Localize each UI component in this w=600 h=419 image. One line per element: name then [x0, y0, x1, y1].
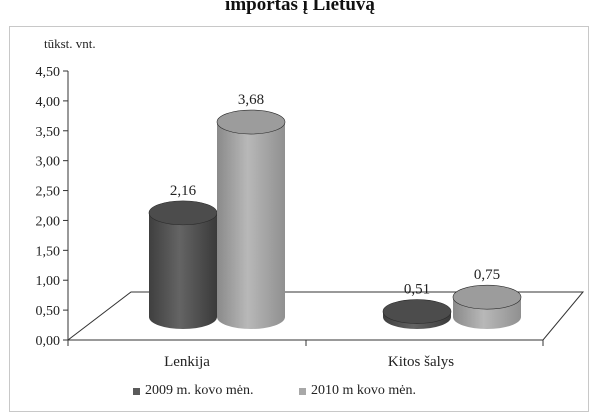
- bar-top-cap: [382, 299, 452, 324]
- data-label: 0,75: [474, 267, 500, 283]
- y-tick-label: 3,50: [36, 125, 61, 140]
- y-tick-label: 0,50: [36, 304, 61, 319]
- bar-top-cap: [452, 284, 522, 310]
- data-label: 2,16: [170, 183, 197, 199]
- bar-top-cap: [216, 109, 286, 135]
- legend-item-series-2: 2010 m kovo mėn.: [299, 382, 416, 400]
- chart-floor: [66, 291, 585, 341]
- x-category-label: Kitos šalys: [388, 354, 454, 370]
- y-tick-label: 2,50: [36, 185, 61, 200]
- y-tick-label: 1,50: [36, 244, 61, 259]
- data-label: 3,68: [238, 92, 264, 108]
- y-tick-label: 1,00: [36, 274, 61, 289]
- bar-lenkija-series-2: [217, 122, 285, 329]
- legend-label-series-1: 2009 m. kovo mėn.: [145, 383, 254, 398]
- y-tick-label: 3,00: [36, 155, 61, 170]
- y-axis-unit-label: tūkst. vnt.: [44, 36, 96, 51]
- y-tick-label: 4,50: [36, 65, 61, 80]
- x-category-label: Lenkija: [164, 354, 210, 370]
- bar-lenkija-series-1: [149, 212, 217, 329]
- y-tick-label: 4,00: [36, 95, 61, 110]
- legend-swatch-series-1: [133, 387, 140, 395]
- data-label: 0,51: [404, 282, 430, 298]
- y-tick-label: 2,00: [36, 214, 61, 229]
- legend-swatch-series-2: [299, 387, 306, 395]
- legend-label-series-2: 2010 m kovo mėn.: [311, 383, 416, 398]
- y-tick-label: 0,00: [36, 334, 61, 349]
- legend-item-series-1: 2009 m. kovo mėn.: [133, 382, 254, 400]
- chart-frame: [9, 26, 589, 412]
- chart-title: importas į Lietuvą: [225, 0, 375, 14]
- bar-top-cap: [148, 200, 218, 226]
